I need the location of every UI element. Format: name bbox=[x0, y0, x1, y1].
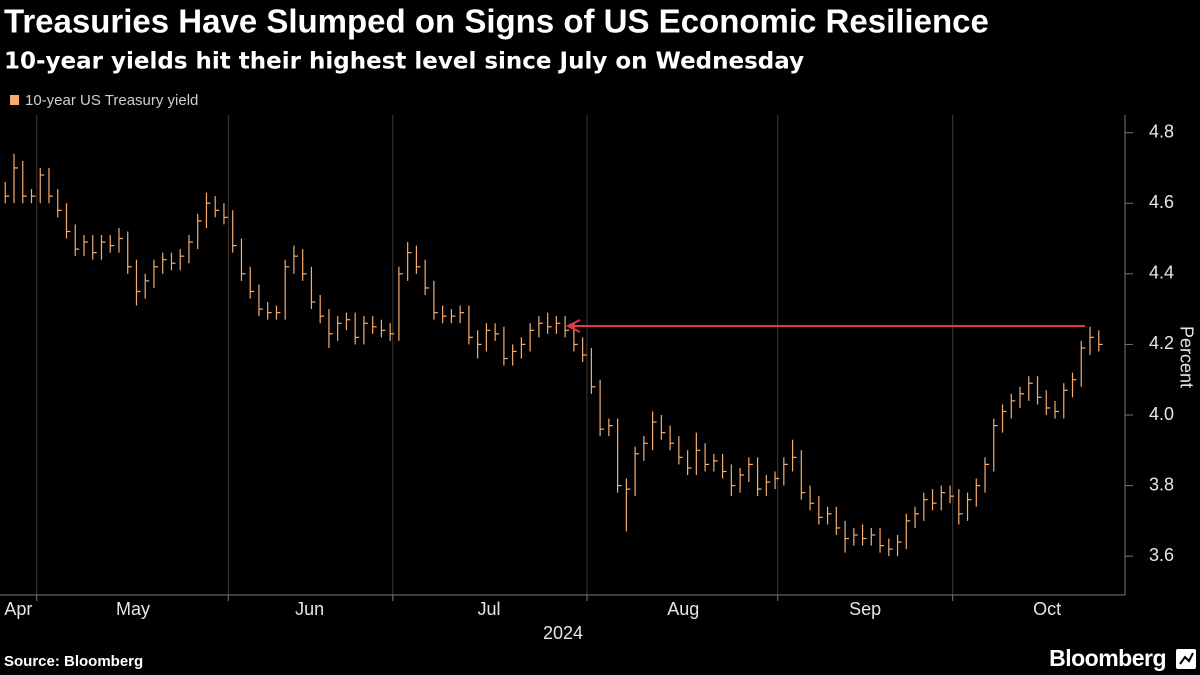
y-tick-label: 3.6 bbox=[1149, 545, 1174, 565]
icon-glyph bbox=[1179, 652, 1194, 665]
x-tick-label: Apr bbox=[4, 599, 32, 619]
y-tick-label: 4.4 bbox=[1149, 263, 1174, 283]
x-axis-label: 2024 bbox=[543, 623, 583, 643]
annotation-arrow bbox=[565, 319, 1085, 333]
plot-area: Apr May Jun Jul Aug Sep Oct 3.6 3.8 4.0 4.2 4.4 4.6 4… bbox=[0, 115, 1174, 619]
legend-swatch bbox=[10, 95, 19, 105]
chart-title: Treasuries Have Slumped on Signs of US E… bbox=[4, 3, 989, 40]
y-tick-label: 4.8 bbox=[1149, 121, 1174, 141]
chart-subtitle: 10-year yields hit their highest level s… bbox=[4, 49, 804, 75]
y-tick-label: 4.2 bbox=[1149, 333, 1174, 353]
source: Source: Bloomberg bbox=[4, 653, 143, 670]
x-tick-label: Sep bbox=[849, 599, 881, 619]
x-tick-label: Oct bbox=[1033, 599, 1061, 619]
x-tick-label: Aug bbox=[667, 599, 699, 619]
x-tick-label: Jul bbox=[478, 599, 501, 619]
y-tick-label: 4.0 bbox=[1149, 404, 1174, 424]
y-tick-label: 4.6 bbox=[1149, 192, 1174, 212]
arrow-head bbox=[565, 319, 581, 333]
y-tick-label: 3.8 bbox=[1149, 474, 1174, 494]
brand: Bloomberg bbox=[1049, 645, 1166, 671]
legend-label: 10-year US Treasury yield bbox=[25, 92, 198, 109]
brand-icon bbox=[1176, 649, 1196, 669]
y-axis-label: Percent bbox=[1176, 326, 1196, 388]
x-tick-label: May bbox=[116, 599, 150, 619]
x-tick-label: Jun bbox=[295, 599, 324, 619]
